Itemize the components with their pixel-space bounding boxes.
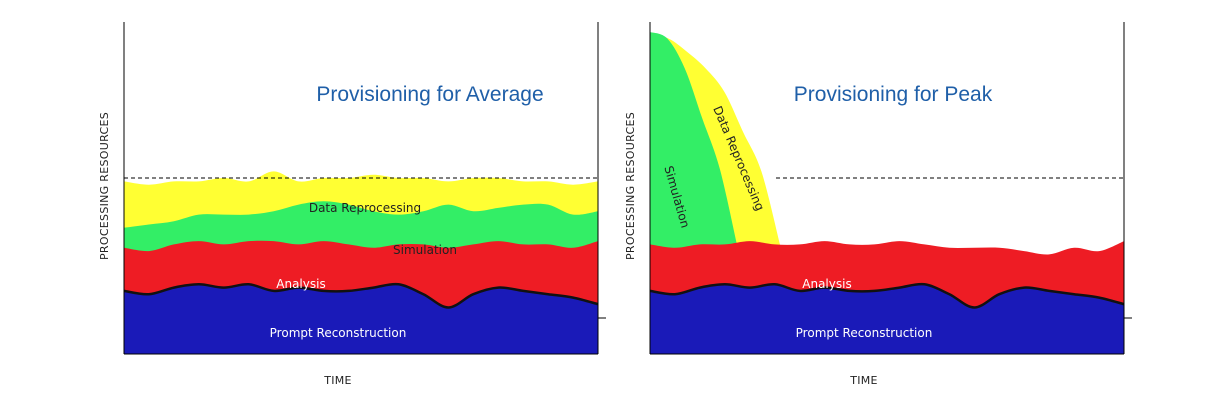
- avg-layer-prompt: [124, 284, 598, 354]
- avg-label-reprocessing: Data Reprocessing: [309, 201, 421, 215]
- avg-ylabel: PROCESSING RESOURCES: [98, 112, 111, 260]
- peak-layer-prompt: [650, 284, 1124, 354]
- avg-title: Provisioning for Average: [316, 83, 543, 106]
- peak-title: Provisioning for Peak: [794, 83, 993, 106]
- avg-prompt-outline: [123, 282, 599, 309]
- peak-ylabel: PROCESSING RESOURCES: [624, 112, 637, 260]
- peak-xlabel: TIME: [849, 374, 878, 387]
- avg-xlabel: TIME: [323, 374, 352, 387]
- panel-average: Provisioning for Average Data Reprocessi…: [98, 22, 606, 387]
- peak-label-analysis: Analysis: [802, 277, 851, 291]
- avg-label-analysis: Analysis: [276, 277, 325, 291]
- peak-prompt-outline: [649, 282, 1125, 309]
- peak-label-prompt: Prompt Reconstruction: [796, 326, 933, 340]
- avg-label-simulation: Simulation: [393, 243, 457, 257]
- panel-peak: Provisioning for Peak Simulation Data Re…: [624, 22, 1132, 387]
- avg-label-prompt: Prompt Reconstruction: [270, 326, 407, 340]
